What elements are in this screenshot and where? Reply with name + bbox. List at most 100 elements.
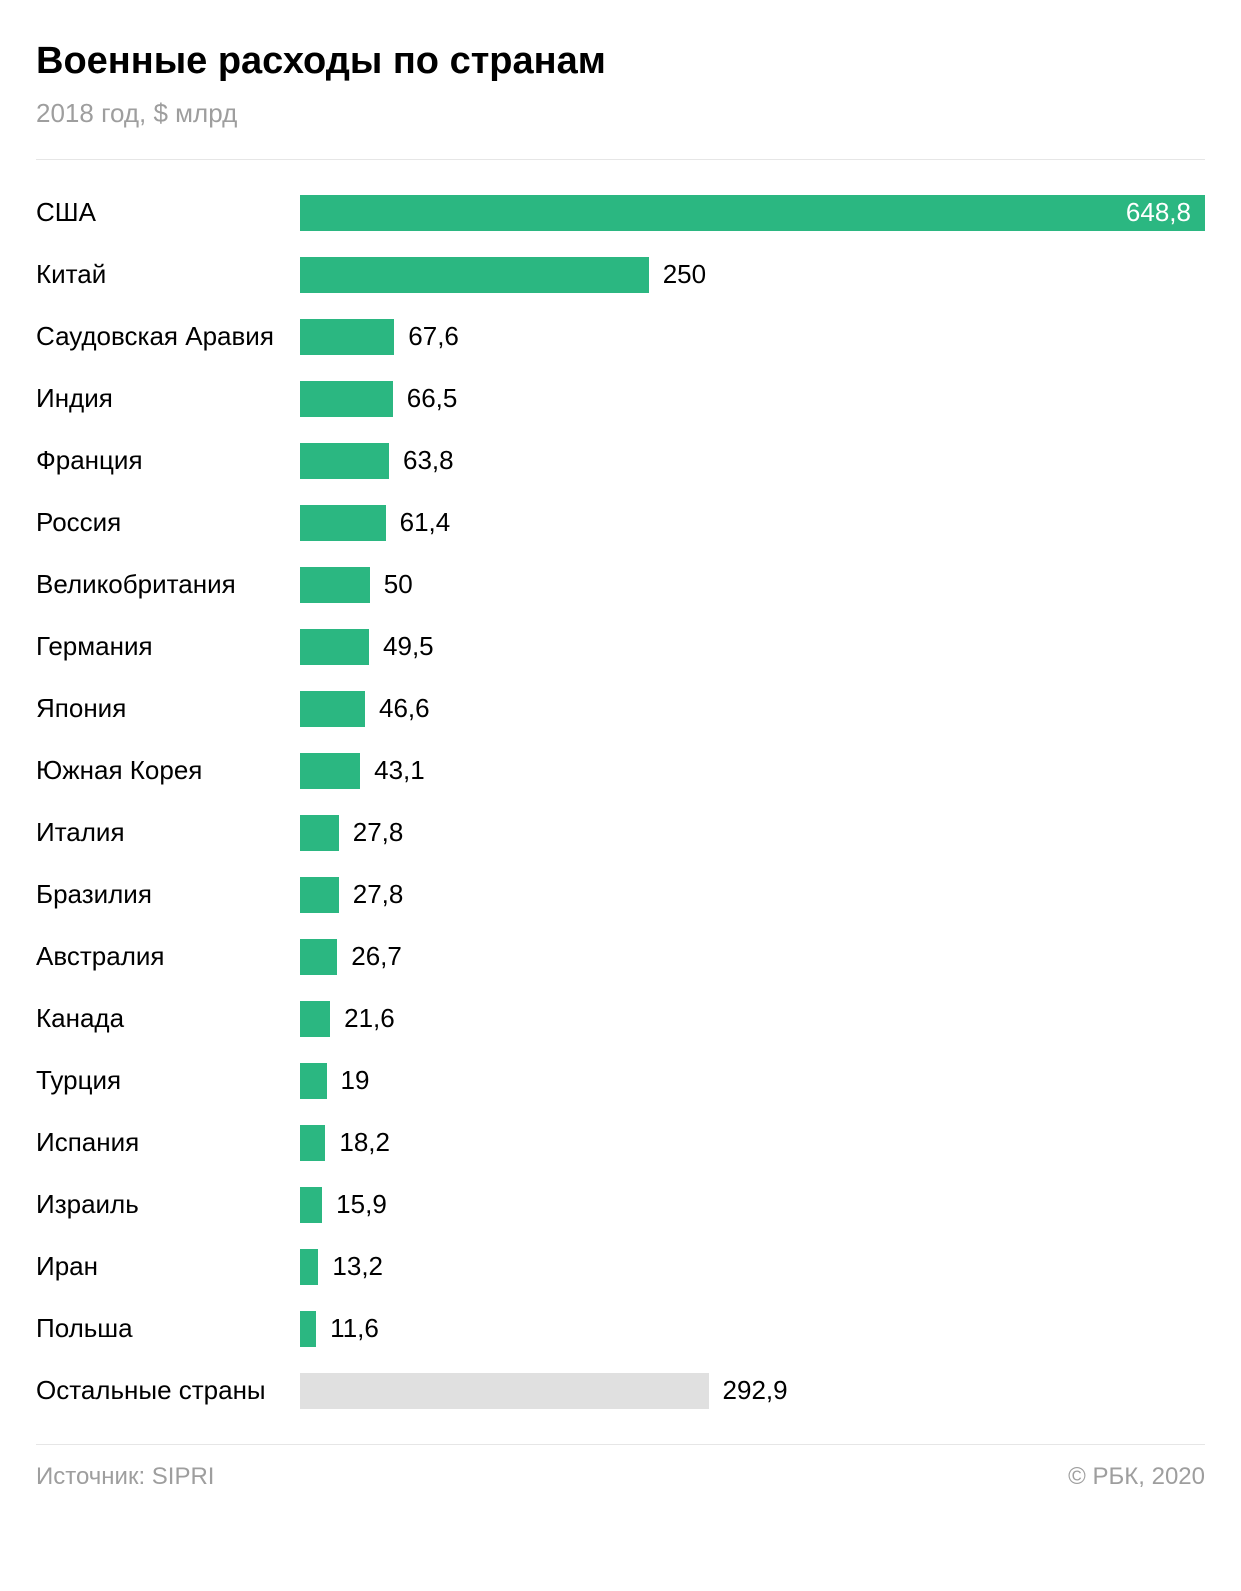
bar-row: Франция 63,8	[36, 430, 1205, 492]
bar	[300, 257, 649, 293]
bar	[300, 691, 365, 727]
bar-row: Бразилия 27,8	[36, 864, 1205, 926]
bar-track: 27,8	[300, 802, 1205, 864]
country-label: Франция	[36, 445, 300, 476]
country-label: Турция	[36, 1065, 300, 1096]
country-label: Израиль	[36, 1189, 300, 1220]
bar-row: Германия 49,5	[36, 616, 1205, 678]
country-label: Великобритания	[36, 569, 300, 600]
bar-row: Иран 13,2	[36, 1236, 1205, 1298]
bar-row: Саудовская Аравия 67,6	[36, 306, 1205, 368]
bar-track: 292,9	[300, 1360, 1205, 1422]
bar	[300, 629, 369, 665]
bar-value: 46,6	[379, 693, 430, 724]
bar-track: 15,9	[300, 1174, 1205, 1236]
bar-track: 43,1	[300, 740, 1205, 802]
bar-value: 19	[341, 1065, 370, 1096]
bar-chart: США 648,8 Китай 250 Саудовская Аравия 67,6 Инд…	[36, 160, 1205, 1444]
bar	[300, 1001, 330, 1037]
bar	[300, 1125, 325, 1161]
country-label: Иран	[36, 1251, 300, 1282]
bar-value: 648,8	[1126, 197, 1191, 228]
bar-track: 27,8	[300, 864, 1205, 926]
bar-value: 61,4	[400, 507, 451, 538]
bar	[300, 1187, 322, 1223]
bar-row: Италия 27,8	[36, 802, 1205, 864]
bar-value: 43,1	[374, 755, 425, 786]
source-label: Источник: SIPRI	[36, 1463, 214, 1491]
bar-row: США 648,8	[36, 182, 1205, 244]
bar-row: Австралия 26,7	[36, 926, 1205, 988]
bar-value: 49,5	[383, 631, 434, 662]
bar-value: 66,5	[407, 383, 458, 414]
bar-track: 63,8	[300, 430, 1205, 492]
country-label: Польша	[36, 1313, 300, 1344]
country-label: Канада	[36, 1003, 300, 1034]
country-label: Саудовская Аравия	[36, 321, 300, 352]
country-label: Россия	[36, 507, 300, 538]
bar-value: 21,6	[344, 1003, 395, 1034]
chart-container: Военные расходы по странам 2018 год, $ м…	[0, 0, 1241, 1515]
bar-row: Индия 66,5	[36, 368, 1205, 430]
bar-value: 18,2	[339, 1127, 390, 1158]
country-label: Остальные страны	[36, 1375, 300, 1406]
chart-subtitle: 2018 год, $ млрд	[36, 98, 1205, 129]
bar-row: Китай 250	[36, 244, 1205, 306]
bar-track: 19	[300, 1050, 1205, 1112]
bar-track: 61,4	[300, 492, 1205, 554]
bar	[300, 939, 337, 975]
country-label: Китай	[36, 259, 300, 290]
chart-footer: Источник: SIPRI © РБК, 2020	[36, 1445, 1205, 1491]
bar	[300, 1063, 327, 1099]
bar-track: 50	[300, 554, 1205, 616]
bar-row: Остальные страны 292,9	[36, 1360, 1205, 1422]
country-label: Австралия	[36, 941, 300, 972]
bar-track: 66,5	[300, 368, 1205, 430]
country-label: Испания	[36, 1127, 300, 1158]
bar-value: 11,6	[330, 1313, 379, 1344]
country-label: Италия	[36, 817, 300, 848]
bar	[300, 815, 339, 851]
bar	[300, 505, 386, 541]
bar-row: Израиль 15,9	[36, 1174, 1205, 1236]
country-label: Япония	[36, 693, 300, 724]
bar	[300, 1311, 316, 1347]
bar-value: 50	[384, 569, 413, 600]
country-label: Южная Корея	[36, 755, 300, 786]
bar-value: 67,6	[408, 321, 459, 352]
credit-label: © РБК, 2020	[1068, 1463, 1205, 1491]
bar-value: 250	[663, 259, 706, 290]
bar	[300, 567, 370, 603]
country-label: Бразилия	[36, 879, 300, 910]
bar-row: Великобритания 50	[36, 554, 1205, 616]
bar-track: 26,7	[300, 926, 1205, 988]
bar-value: 27,8	[353, 817, 404, 848]
bar	[300, 1373, 709, 1409]
bar	[300, 877, 339, 913]
bar-row: Испания 18,2	[36, 1112, 1205, 1174]
bar-track: 250	[300, 244, 1205, 306]
country-label: Индия	[36, 383, 300, 414]
bar-value: 292,9	[723, 1375, 788, 1406]
bar	[300, 381, 393, 417]
bar-track: 18,2	[300, 1112, 1205, 1174]
bar	[300, 319, 394, 355]
bar-value: 13,2	[332, 1251, 383, 1282]
country-label: США	[36, 197, 300, 228]
chart-title: Военные расходы по странам	[36, 40, 1205, 84]
bar-value: 26,7	[351, 941, 402, 972]
bar-value: 27,8	[353, 879, 404, 910]
bar-track: 11,6	[300, 1298, 1205, 1360]
bar-value: 15,9	[336, 1189, 387, 1220]
bar-track: 21,6	[300, 988, 1205, 1050]
bar-track: 13,2	[300, 1236, 1205, 1298]
bar-row: Южная Корея 43,1	[36, 740, 1205, 802]
bar: 648,8	[300, 195, 1205, 231]
bar	[300, 1249, 318, 1285]
bar-value: 63,8	[403, 445, 454, 476]
bar-track: 648,8	[300, 182, 1205, 244]
bar	[300, 443, 389, 479]
bar-row: Польша 11,6	[36, 1298, 1205, 1360]
bar-track: 46,6	[300, 678, 1205, 740]
country-label: Германия	[36, 631, 300, 662]
